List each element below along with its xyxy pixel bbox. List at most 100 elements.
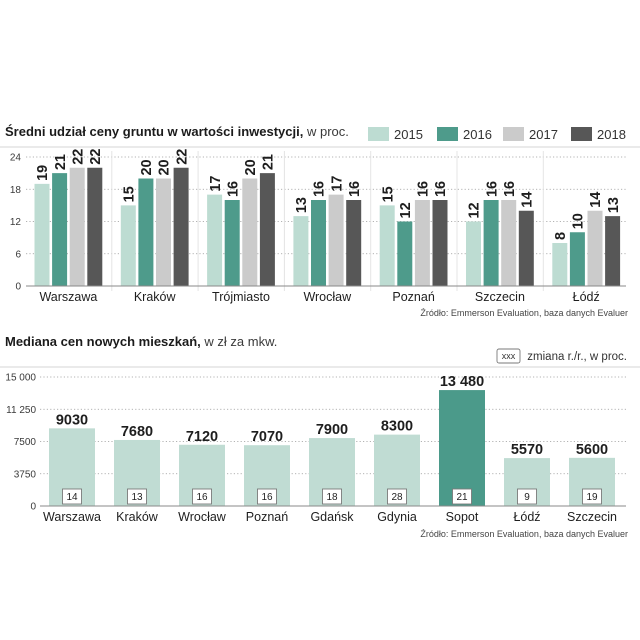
category-label: Łódź bbox=[573, 290, 600, 304]
category-label: Wrocław bbox=[303, 290, 352, 304]
bar-2018 bbox=[605, 216, 621, 286]
bar-2015 bbox=[466, 221, 481, 286]
category-label: Wrocław bbox=[178, 510, 227, 524]
value-label-2017: 22 bbox=[70, 149, 86, 165]
change-box bbox=[322, 488, 342, 505]
legend-change-key-box bbox=[496, 348, 521, 364]
bar-2017 bbox=[69, 167, 85, 286]
y-tick-label: 0 bbox=[15, 282, 21, 293]
chart2-title-main: Mediana cen nowych mieszkań, bbox=[5, 334, 201, 349]
chart1: Średni udział ceny gruntu w wartości inw… bbox=[0, 124, 640, 318]
value-label-2015: 13 bbox=[294, 197, 310, 213]
legend-change-label: zmiana r./r., w proc. bbox=[527, 351, 627, 363]
bar-2018 bbox=[432, 200, 448, 286]
value-label-2015: 12 bbox=[467, 202, 483, 218]
value-label-2018: 22 bbox=[174, 149, 190, 165]
chart1-title-main: Średni udział ceny gruntu w wartości inw… bbox=[5, 124, 303, 139]
legend-label-2017: 2017 bbox=[529, 127, 558, 142]
change-box bbox=[452, 488, 472, 505]
bar bbox=[439, 390, 485, 506]
bar-2016 bbox=[397, 221, 413, 286]
value-label-2018: 14 bbox=[520, 192, 536, 208]
y-tick-label: 0 bbox=[30, 502, 36, 513]
legend-swatch-2015 bbox=[368, 127, 389, 141]
value-label-2017: 20 bbox=[243, 159, 259, 175]
y-tick-label: 6 bbox=[15, 249, 21, 260]
value-label: 5600 bbox=[576, 442, 608, 458]
value-label-2017: 14 bbox=[588, 192, 604, 208]
bar-2015 bbox=[293, 216, 309, 286]
legend-label-2015: 2015 bbox=[394, 127, 423, 142]
category-label: Sopot bbox=[446, 510, 479, 524]
bar-2017 bbox=[587, 210, 603, 286]
category-label: Trójmiasto bbox=[212, 290, 270, 304]
value-label-2017: 16 bbox=[416, 181, 432, 197]
change-label: 16 bbox=[196, 492, 208, 503]
value-label-2015: 15 bbox=[122, 186, 138, 202]
y-tick-label: 15 000 bbox=[5, 373, 36, 384]
value-label: 7900 bbox=[316, 422, 348, 438]
value-label-2016: 16 bbox=[225, 181, 241, 197]
chart1-legend: 2015 2016 2017 2018 bbox=[368, 127, 626, 142]
category-label: Szczecin bbox=[475, 290, 525, 304]
chart2-title: Mediana cen nowych mieszkań, w zł za mkw… bbox=[5, 334, 277, 349]
value-label: 7120 bbox=[186, 429, 218, 445]
value-label-2016: 20 bbox=[139, 159, 155, 175]
category-label: Poznań bbox=[392, 290, 434, 304]
bar-2017 bbox=[156, 178, 171, 286]
value-label-2015: 19 bbox=[35, 165, 51, 181]
bar-2015 bbox=[120, 205, 136, 286]
bar-2015 bbox=[34, 183, 50, 286]
bar-2015 bbox=[207, 194, 223, 286]
bar-2016 bbox=[138, 178, 154, 286]
change-label: 28 bbox=[391, 492, 403, 503]
chart1-source: Źródło: Emmerson Evaluation, baza danych… bbox=[420, 308, 628, 318]
value-label-2016: 12 bbox=[398, 202, 414, 218]
bar-2016 bbox=[483, 200, 499, 286]
change-label: 21 bbox=[456, 492, 468, 503]
value-label-2016: 10 bbox=[571, 213, 587, 229]
change-label: 9 bbox=[524, 492, 530, 503]
category-label: Kraków bbox=[116, 510, 159, 524]
bar-2017 bbox=[501, 200, 517, 286]
value-label-2018: 16 bbox=[347, 181, 363, 197]
value-label-2015: 8 bbox=[553, 232, 569, 240]
change-box bbox=[387, 488, 407, 505]
change-label: 13 bbox=[131, 492, 143, 503]
bar-2018 bbox=[518, 210, 534, 286]
category-label: Szczecin bbox=[567, 510, 617, 524]
change-label: 19 bbox=[586, 492, 598, 503]
bar-2016 bbox=[311, 200, 326, 286]
change-box bbox=[582, 488, 602, 505]
y-tick-label: 18 bbox=[10, 185, 22, 196]
value-label-2016: 16 bbox=[484, 181, 500, 197]
value-label: 9030 bbox=[56, 412, 88, 428]
chart1-title: Średni udział ceny gruntu w wartości inw… bbox=[5, 124, 349, 139]
value-label-2018: 21 bbox=[261, 154, 277, 170]
legend-swatch-2016 bbox=[437, 127, 458, 141]
value-label-2015: 17 bbox=[208, 175, 224, 191]
value-label: 13 480 bbox=[440, 374, 484, 390]
category-label: Gdynia bbox=[377, 510, 417, 524]
chart2-title-unit: w zł za mkw. bbox=[203, 334, 277, 349]
bar-2016 bbox=[224, 200, 240, 286]
chart1-title-unit: w proc. bbox=[306, 124, 349, 139]
bar-2016 bbox=[52, 173, 68, 286]
change-box bbox=[62, 488, 82, 505]
category-label: Warszawa bbox=[43, 510, 101, 524]
y-tick-label: 24 bbox=[10, 153, 22, 164]
category-label: Gdańsk bbox=[310, 510, 354, 524]
change-box bbox=[127, 488, 147, 505]
change-label: 16 bbox=[261, 492, 273, 503]
change-box bbox=[192, 488, 212, 505]
value-label-2018: 16 bbox=[433, 181, 449, 197]
legend-label-2016: 2016 bbox=[463, 127, 492, 142]
bar-2018 bbox=[87, 167, 103, 286]
value-label-2016: 16 bbox=[312, 181, 328, 197]
legend-label-2018: 2018 bbox=[597, 127, 626, 142]
bar-2017 bbox=[242, 178, 258, 286]
change-label: 14 bbox=[66, 492, 78, 503]
chart2-plot-area: 0 3750 7500 11 250 15 000 9030 14 Warszawa 7680 1… bbox=[5, 373, 626, 524]
